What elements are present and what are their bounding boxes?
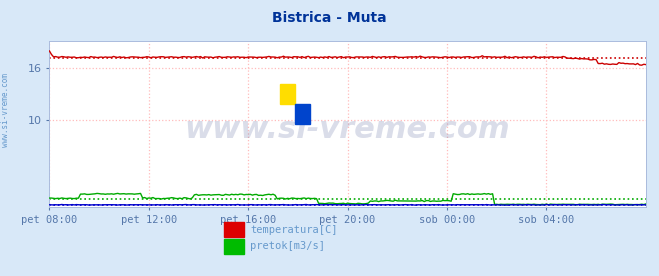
- Text: www.si-vreme.com: www.si-vreme.com: [185, 115, 511, 144]
- Text: Bistrica - Muta: Bistrica - Muta: [272, 11, 387, 25]
- Polygon shape: [295, 104, 310, 124]
- Text: temperatura[C]: temperatura[C]: [250, 225, 338, 235]
- Polygon shape: [280, 84, 295, 104]
- Text: pretok[m3/s]: pretok[m3/s]: [250, 241, 326, 251]
- Text: www.si-vreme.com: www.si-vreme.com: [1, 73, 10, 147]
